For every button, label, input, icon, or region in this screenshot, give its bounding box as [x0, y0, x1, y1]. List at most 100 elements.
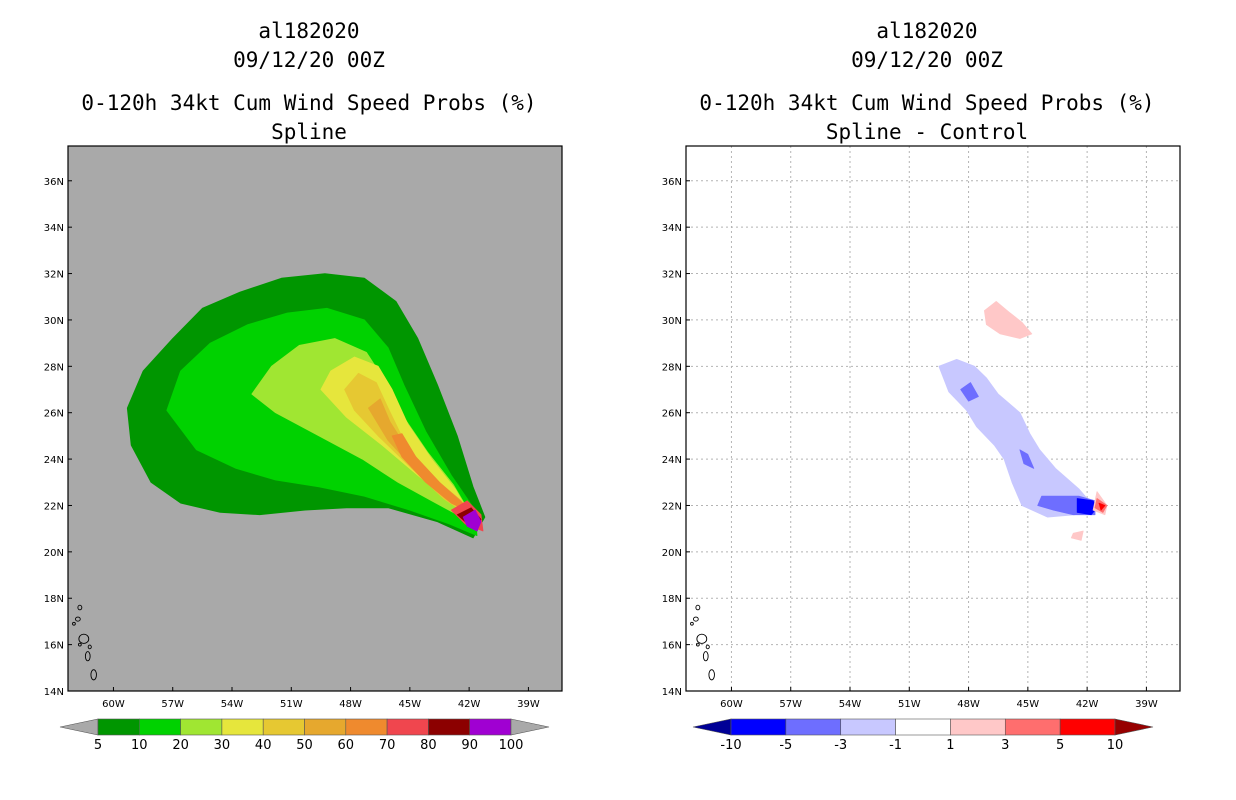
storm-id: al182020 [258, 19, 359, 43]
island-outline [708, 669, 715, 681]
y-tick-label: 36N [662, 177, 682, 188]
island-outline [702, 651, 709, 662]
contour-band [960, 382, 979, 402]
colorbar-label: 70 [379, 738, 396, 753]
colorbar-label: 100 [499, 738, 524, 753]
colorbar-label: 3 [1001, 738, 1009, 753]
y-tick-label: 20N [662, 548, 682, 559]
colorbar-box [97, 718, 140, 736]
y-tick-label: 28N [662, 362, 682, 373]
plot-background [686, 146, 1180, 691]
y-axis: 14N 16N 18N 20N 22N 24N 26N 28N 30N 32N … [662, 177, 690, 698]
y-tick-label: 30N [662, 316, 682, 327]
colorbar-label: 40 [255, 738, 272, 753]
x-tick-label: 48W [957, 699, 980, 710]
x-tick-label: 60W [102, 699, 125, 710]
contour-fills [126, 273, 486, 539]
y-tick-label: 32N [662, 270, 682, 281]
y-tick-label: 22N [44, 501, 64, 512]
coastline-islands [72, 604, 97, 681]
colorbar [59, 718, 550, 736]
x-tick-label: 54W [839, 699, 862, 710]
x-tick-label: 57W [161, 699, 184, 710]
island-outline [696, 642, 700, 647]
x-axis: 60W 57W 54W 51W 48W 45W 42W 39W [102, 687, 540, 710]
x-tick-label: 51W [898, 699, 921, 710]
island-outline [695, 604, 701, 611]
x-tick-label: 39W [1135, 699, 1158, 710]
colorbar-box [139, 718, 181, 736]
colorbar-label: 80 [420, 738, 437, 753]
y-tick-label: 34N [44, 223, 64, 234]
chart-subtitle: Spline - Control [826, 120, 1028, 144]
colorbar-box [262, 718, 305, 736]
y-tick-label: 14N [662, 687, 682, 698]
island-outline [72, 621, 76, 626]
colorbar-box [221, 718, 264, 736]
colorbar-labels: -10 -5 -3 -1 1 3 5 10 [720, 738, 1123, 753]
x-tick-label: 42W [1076, 699, 1099, 710]
y-tick-label: 28N [44, 362, 64, 373]
chart-title: 0-120h 34kt Cum Wind Speed Probs (%) [81, 91, 536, 115]
x-tick-label: 60W [720, 699, 743, 710]
island-outline [693, 616, 699, 622]
y-axis: 14N 16N 18N 20N 22N 24N 26N 28N 30N 32N … [44, 177, 72, 698]
y-tick-label: 32N [44, 270, 64, 281]
island-outline [84, 651, 91, 662]
x-tick-label: 57W [779, 699, 802, 710]
storm-id: al182020 [876, 19, 977, 43]
x-tick-label: 39W [517, 699, 540, 710]
colorbar-label: 5 [94, 738, 102, 753]
y-tick-label: 26N [44, 409, 64, 420]
island-outline [705, 644, 710, 650]
x-tick-label: 42W [458, 699, 481, 710]
chart-title: 0-120h 34kt Cum Wind Speed Probs (%) [699, 91, 1154, 115]
colorbar-box [950, 718, 1006, 736]
colorbar-label: 60 [338, 738, 355, 753]
colorbar-label: -10 [720, 738, 741, 753]
y-tick-label: 16N [44, 641, 64, 652]
x-tick-label: 51W [280, 699, 303, 710]
colorbar-box [1059, 718, 1116, 736]
island-outline [87, 644, 92, 650]
x-tick-label: 54W [221, 699, 244, 710]
colorbar-label: -3 [834, 738, 847, 753]
coastline-islands [690, 604, 715, 681]
y-tick-label: 26N [662, 409, 682, 420]
y-tick-label: 20N [44, 548, 64, 559]
island-outline [78, 633, 90, 644]
y-tick-label: 24N [44, 455, 64, 466]
colorbar-box [345, 718, 388, 736]
forecast-date: 09/12/20 00Z [233, 48, 385, 72]
x-tick-label: 45W [1017, 699, 1040, 710]
contour-band [984, 300, 1033, 339]
colorbar-min-triangle [59, 718, 99, 736]
contour-fills [938, 300, 1108, 541]
colorbar-label: 1 [946, 738, 954, 753]
contour-band [462, 509, 482, 532]
y-tick-label: 14N [44, 687, 64, 698]
colorbar-min-triangle [692, 718, 732, 736]
y-tick-label: 18N [662, 594, 682, 605]
y-tick-label: 22N [662, 501, 682, 512]
island-outline [690, 621, 694, 626]
colorbar-label: 50 [296, 738, 313, 753]
colorbar-box [895, 718, 951, 736]
island-outline [75, 616, 81, 622]
plot-frame [685, 145, 1181, 692]
contour-band [1076, 498, 1098, 516]
colorbar-label: 5 [1056, 738, 1064, 753]
colorbar-labels: 5 10 20 30 40 50 60 70 80 90 100 [94, 738, 524, 753]
colorbar-box [469, 718, 512, 736]
y-tick-label: 36N [44, 177, 64, 188]
colorbar-box [730, 718, 787, 736]
y-tick-label: 18N [44, 594, 64, 605]
colorbar-box [386, 718, 429, 736]
contour-band [1019, 449, 1035, 469]
forecast-date: 09/12/20 00Z [851, 48, 1003, 72]
island-outline [696, 633, 708, 644]
island-outline [78, 642, 82, 647]
island-outline [77, 604, 83, 611]
colorbar-max-triangle [1114, 718, 1154, 736]
